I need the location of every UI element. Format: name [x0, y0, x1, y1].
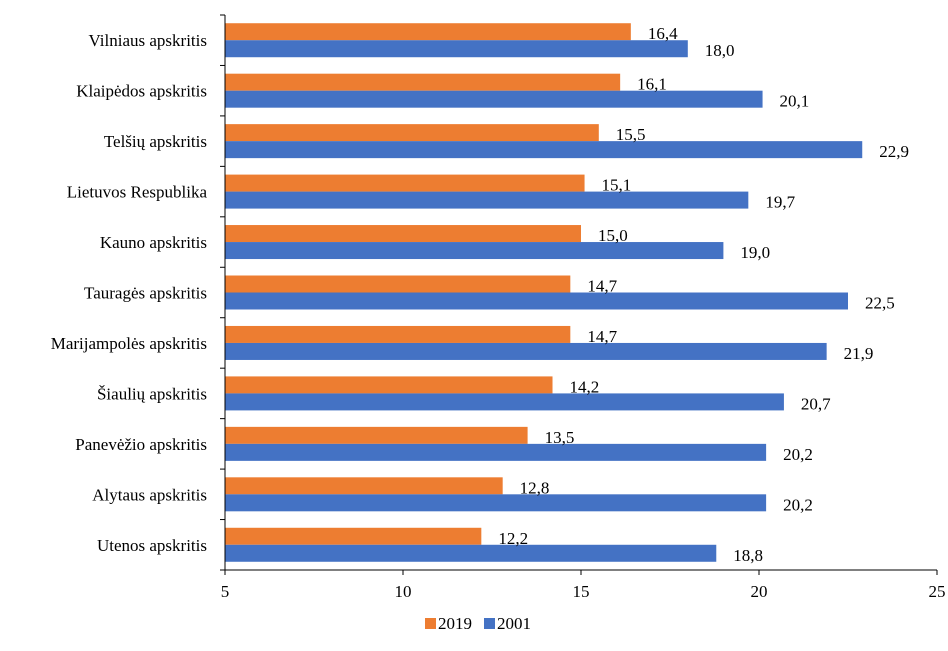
legend-swatch-2001 [484, 618, 495, 629]
x-tick-label: 10 [395, 582, 412, 601]
bar-2019 [225, 23, 631, 41]
data-label-2001: 20,2 [783, 445, 813, 464]
data-label-2019: 12,2 [498, 529, 528, 548]
bar-2019 [225, 124, 599, 142]
bar-2001 [225, 494, 767, 512]
bar-2001 [225, 242, 724, 260]
bar-2019 [225, 73, 621, 91]
bar-2001 [225, 40, 688, 58]
bar-2019 [225, 325, 571, 343]
data-label-2001: 18,0 [705, 41, 735, 60]
data-label-2019: 14,7 [587, 277, 617, 296]
bar-2019 [225, 225, 581, 243]
category-label: Vilniaus apskritis [89, 31, 207, 50]
data-label-2001: 20,2 [783, 495, 813, 514]
data-label-2019: 15,1 [602, 176, 632, 195]
category-label: Panevėžio apskritis [75, 435, 207, 454]
bar-2001 [225, 393, 784, 411]
category-label: Utenos apskritis [97, 536, 207, 555]
bar-2019 [225, 275, 571, 293]
bar-2019 [225, 527, 482, 545]
bar-2019 [225, 426, 528, 444]
data-label-2019: 13,5 [545, 428, 575, 447]
bar-2019 [225, 477, 503, 495]
bar-2001 [225, 544, 717, 562]
category-label: Tauragės apskritis [84, 284, 207, 303]
bar-2001 [225, 90, 763, 108]
data-label-2019: 16,4 [648, 24, 678, 43]
x-tick-label: 15 [573, 582, 590, 601]
legend-label-2019: 2019 [438, 614, 472, 633]
bar-2001 [225, 342, 827, 360]
category-label: Šiaulių apskritis [97, 384, 207, 403]
data-label-2019: 14,7 [587, 327, 617, 346]
bars-group [225, 23, 863, 562]
category-labels: Vilniaus apskritis Klaipėdos apskritis Tel… [51, 31, 208, 555]
category-label: Kauno apskritis [100, 233, 207, 252]
legend-swatch-2019 [425, 618, 436, 629]
data-label-2001: 18,8 [733, 546, 763, 565]
bar-2001 [225, 141, 863, 159]
data-label-2001: 20,1 [780, 92, 810, 111]
data-label-2019: 16,1 [637, 75, 667, 94]
data-label-2019: 15,0 [598, 226, 628, 245]
bar-2019 [225, 174, 585, 192]
data-label-2019: 12,8 [520, 478, 550, 497]
bar-2019 [225, 376, 553, 394]
data-label-2001: 19,0 [740, 243, 770, 262]
data-label-2019: 14,2 [570, 377, 600, 396]
x-tick-label: 20 [751, 582, 768, 601]
category-label: Telšių apskritis [104, 132, 207, 151]
bar-2001 [225, 191, 749, 209]
data-label-2001: 22,5 [865, 294, 895, 313]
category-label: Marijampolės apskritis [51, 334, 207, 353]
category-label: Klaipėdos apskritis [76, 82, 207, 101]
data-label-2001: 19,7 [765, 193, 795, 212]
category-label: Alytaus apskritis [92, 485, 207, 504]
bar-2001 [225, 443, 767, 461]
legend-label-2001: 2001 [497, 614, 531, 633]
data-label-2019: 15,5 [616, 125, 646, 144]
data-label-2001: 21,9 [844, 344, 874, 363]
data-labels: 16,4 18,0 16,1 20,1 15,5 22,9 15,1 19,7 15,0 19,0… [498, 24, 909, 565]
category-label: Lietuvos Respublika [67, 183, 208, 202]
axes: 5 10 15 20 25 [220, 14, 946, 601]
x-tick-label: 5 [221, 582, 230, 601]
bar-2001 [225, 292, 848, 310]
x-tick-label: 25 [929, 582, 946, 601]
data-label-2001: 20,7 [801, 394, 831, 413]
data-label-2001: 22,9 [879, 142, 909, 161]
legend: 2019 2001 [425, 614, 531, 633]
